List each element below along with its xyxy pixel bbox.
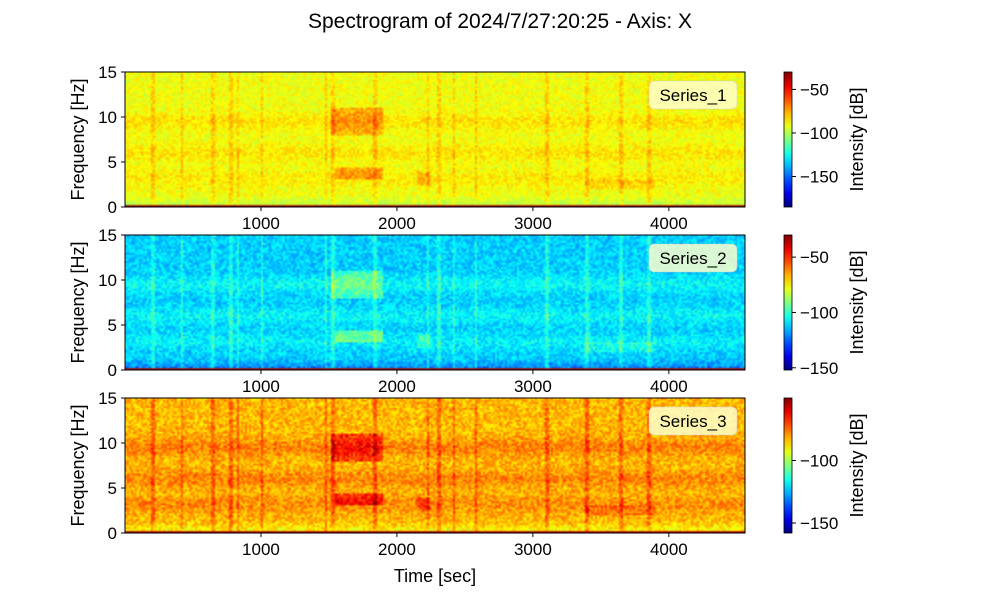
x-tick-label: 1000: [242, 540, 280, 559]
y-tick-label: 10: [98, 271, 117, 290]
x-tick-label: 2000: [378, 214, 416, 233]
x-tick-label: 1000: [242, 214, 280, 233]
y-axis-label: Frequency [Hz]: [68, 404, 88, 526]
y-axis-label: Frequency [Hz]: [68, 78, 88, 200]
colorbar-tick-label: −50: [800, 248, 829, 267]
heatmap-image: [125, 398, 745, 533]
colorbar-label: Intensity [dB]: [847, 87, 867, 191]
x-tick-label: 3000: [514, 214, 552, 233]
colorbar-tick-label: −100: [800, 303, 838, 322]
x-tick-label: 3000: [514, 377, 552, 396]
plot-frame: [124, 234, 746, 371]
heatmap-image: [125, 72, 745, 207]
spectrogram-panel: 0 5 10 15 1000 2000 3000 4000 Frequency [Hz] Seri…: [68, 226, 867, 396]
x-tick-label: 1000: [242, 377, 280, 396]
x-axis-label: Time [sec]: [394, 566, 476, 586]
colorbar-tick-label: −100: [800, 452, 838, 471]
colorbar: [783, 397, 793, 534]
colorbar-tick-label: −150: [800, 514, 838, 533]
colorbar: [783, 71, 793, 208]
x-tick-label: 2000: [378, 377, 416, 396]
colorbar-label: Intensity [dB]: [847, 250, 867, 354]
x-tick-label: 4000: [650, 214, 688, 233]
colorbar-label: Intensity [dB]: [847, 413, 867, 517]
y-tick-label: 10: [98, 108, 117, 127]
x-tick-label: 4000: [650, 540, 688, 559]
colorbar-tick-label: −50: [800, 80, 829, 99]
colorbar-tick-label: −150: [800, 168, 838, 187]
series-label: Series_1: [659, 86, 726, 105]
plot-frame: [124, 71, 746, 208]
colorbar-tick-label: −150: [800, 359, 838, 378]
spectrogram-panel: 0 5 10 15 1000 2000 3000 4000 Frequency [Hz] Seri…: [68, 389, 867, 559]
x-tick-label: 3000: [514, 540, 552, 559]
series-label-box: [648, 80, 738, 110]
y-tick-label: 0: [108, 361, 117, 380]
heatmap-image: [125, 235, 745, 370]
y-tick-label: 15: [98, 63, 117, 82]
series-label: Series_2: [659, 249, 726, 268]
chart-title: Spectrogram of 2024/7/27:20:25 - Axis: X: [308, 10, 692, 33]
x-tick-label: 2000: [378, 540, 416, 559]
y-tick-label: 5: [108, 153, 117, 172]
y-axis-label: Frequency [Hz]: [68, 241, 88, 363]
y-tick-label: 0: [108, 198, 117, 217]
series-label-box: [648, 243, 738, 273]
y-tick-label: 0: [108, 524, 117, 543]
series-label: Series_3: [659, 412, 726, 431]
colorbar: [783, 234, 793, 371]
colorbar-tick-label: −100: [800, 124, 838, 143]
y-tick-label: 15: [98, 226, 117, 245]
series-label-box: [648, 406, 738, 436]
x-tick-label: 4000: [650, 377, 688, 396]
plot-frame: [124, 397, 746, 534]
y-tick-label: 10: [98, 434, 117, 453]
y-tick-label: 5: [108, 479, 117, 498]
y-tick-label: 5: [108, 316, 117, 335]
spectrogram-panel: 0 5 10 15 1000 2000 3000 4000 Frequency [Hz] Seri…: [68, 63, 867, 233]
y-tick-label: 15: [98, 389, 117, 408]
